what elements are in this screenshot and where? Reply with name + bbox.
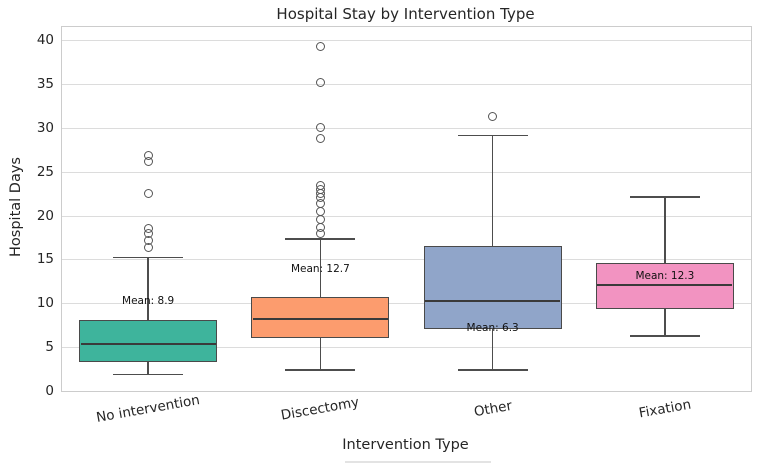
- median-line: [425, 299, 561, 302]
- whisker-cap: [285, 369, 356, 371]
- box-discectomy: [251, 297, 390, 339]
- y-tick-label: 5: [45, 339, 54, 356]
- whisker-cap: [629, 196, 700, 198]
- whisker-cap: [113, 256, 184, 259]
- median-line: [252, 318, 388, 320]
- y-tick-label: 40: [36, 32, 54, 48]
- box-fixation: [595, 262, 734, 310]
- median-line: [597, 284, 733, 286]
- x-tick-label: No intervention: [95, 392, 202, 426]
- y-tick-label: 25: [36, 163, 54, 180]
- whisker-cap: [285, 238, 356, 240]
- x-tick-label: Discectomy: [280, 394, 361, 424]
- outlier-point: [315, 133, 325, 143]
- outlier-point: [143, 189, 153, 199]
- outlier-point: [143, 151, 153, 161]
- gridline-y-40: [62, 40, 751, 41]
- y-tick-label: 15: [36, 251, 54, 268]
- outlier-point: [315, 223, 325, 233]
- x-tick-label: Fixation: [637, 396, 693, 422]
- gridline-y-15: [62, 259, 751, 261]
- mean-label: Mean: 12.7: [290, 262, 350, 275]
- mean-label: Mean: 6.3: [466, 321, 519, 334]
- gridline-y-20: [62, 215, 751, 217]
- outlier-point: [315, 41, 325, 51]
- plot-area: 0 5 10 15 20 25 30 35 40 Mean: 8.9 No intervention…: [37, 26, 752, 426]
- y-tick-label: 20: [36, 207, 54, 224]
- mean-label: Mean: 12.3: [635, 269, 695, 282]
- outlier-point: [315, 77, 325, 87]
- mean-label: Mean: 8.9: [122, 295, 175, 308]
- outlier-point: [143, 224, 153, 234]
- gridline-y-35: [62, 83, 751, 85]
- median-line: [80, 342, 216, 345]
- x-axis-label: Intervention Type: [342, 437, 469, 453]
- y-tick-label: 10: [36, 295, 54, 312]
- whisker-cap: [113, 373, 184, 376]
- whisker-line: [147, 257, 149, 375]
- box-no-intervention: [79, 319, 218, 363]
- gridline-y-10: [62, 303, 751, 305]
- whisker-cap: [457, 134, 528, 137]
- box-other: [423, 246, 562, 329]
- gridline-y-30: [62, 127, 751, 129]
- outlier-point: [315, 181, 325, 191]
- y-tick-label: 30: [36, 119, 54, 136]
- outlier-point: [315, 123, 325, 133]
- y-tick-label: 0: [45, 383, 54, 399]
- outlier-point: [488, 111, 498, 121]
- outlier-point: [315, 214, 325, 224]
- whisker-cap: [629, 335, 700, 337]
- outlier-point: [315, 206, 325, 216]
- gridline-y-5: [62, 347, 751, 349]
- bottom-edge-artifact: [345, 461, 491, 463]
- y-tick-label: 35: [36, 75, 54, 92]
- x-tick-label: Other: [472, 397, 513, 421]
- chart-title: Hospital Stay by Intervention Type: [276, 5, 535, 23]
- whisker-cap: [457, 369, 528, 371]
- gridline-y-25: [62, 171, 751, 173]
